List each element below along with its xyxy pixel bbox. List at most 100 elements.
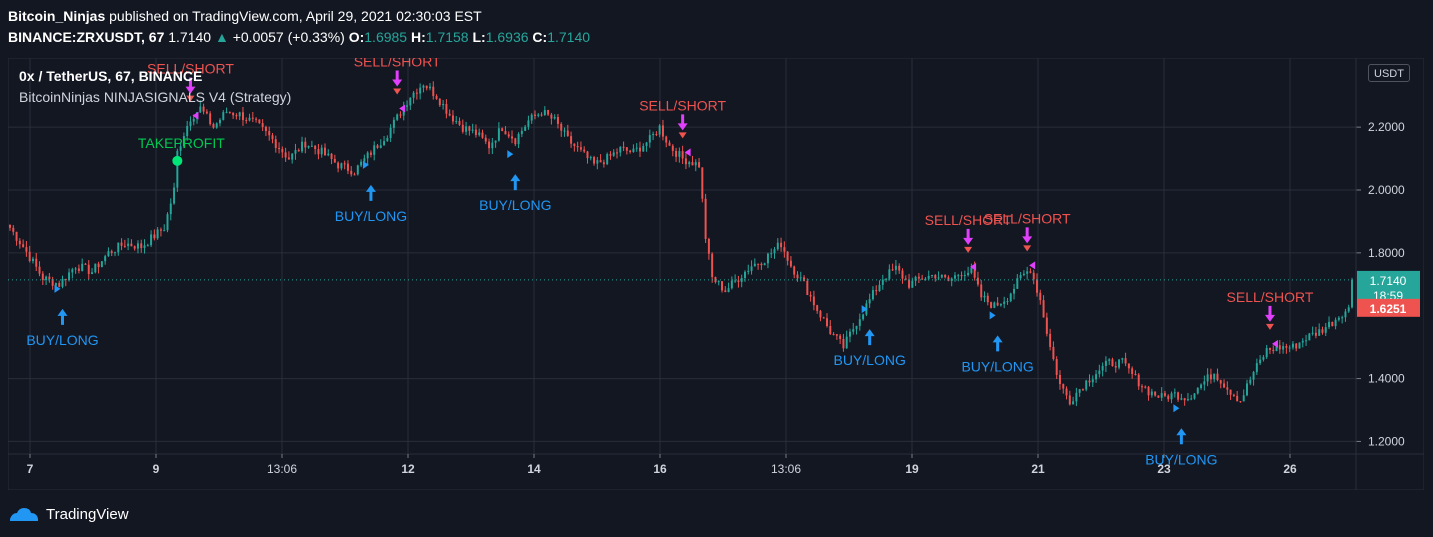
- candle-body: [845, 336, 848, 349]
- candle-body: [287, 157, 290, 160]
- sell-triangle-icon: [1265, 323, 1274, 330]
- time-tick-label: 14: [527, 462, 541, 476]
- candle-body: [970, 267, 973, 273]
- candle-body: [1039, 292, 1042, 301]
- chart-border: [8, 58, 1424, 490]
- candle-body: [429, 86, 431, 89]
- candle-body: [166, 214, 169, 231]
- candle-body: [1200, 384, 1203, 389]
- candle-body: [238, 112, 241, 117]
- candle-body: [232, 112, 235, 116]
- candle-body: [661, 125, 664, 137]
- candle-body: [1091, 379, 1094, 383]
- sell-short-label: SELL/SHORT: [1227, 289, 1314, 305]
- buy-arrow-icon: [510, 174, 521, 191]
- candle-body: [31, 258, 34, 262]
- buy-long-label: BUY/LONG: [479, 197, 551, 213]
- candle-body: [520, 130, 523, 135]
- candle-body: [1114, 365, 1117, 368]
- candle-body: [1275, 345, 1278, 352]
- candle-body: [901, 270, 904, 279]
- candle-body: [199, 106, 202, 113]
- candle-body: [45, 276, 48, 281]
- candle-body: [222, 112, 225, 120]
- candle-body: [327, 153, 330, 156]
- candle-body: [363, 158, 366, 162]
- candle-body: [130, 243, 133, 247]
- publisher-name[interactable]: Bitcoin_Ninjas: [8, 8, 106, 24]
- candle-body: [1242, 395, 1245, 402]
- candle-body: [868, 299, 871, 304]
- candle-body: [48, 276, 51, 280]
- candle-body: [727, 288, 730, 293]
- sell-short-label: SELL/SHORT: [984, 210, 1071, 226]
- candle-body: [740, 278, 743, 282]
- candle-body: [730, 280, 733, 289]
- candle-body: [980, 284, 983, 298]
- candle-body: [104, 256, 107, 262]
- candle-body: [310, 145, 313, 147]
- publish-line: Bitcoin_Ninjas published on TradingView.…: [8, 6, 590, 27]
- candle-body: [1163, 393, 1166, 396]
- candle-body: [494, 140, 497, 143]
- candle-body: [1177, 392, 1180, 400]
- candle-body: [120, 242, 123, 246]
- time-axis[interactable]: 7 9 13:06 12 14 16 13:06 19 21 23 26: [8, 453, 1424, 476]
- candle-body: [136, 243, 139, 249]
- candle-body: [891, 269, 894, 271]
- candle-body: [1196, 388, 1199, 394]
- candle-body: [547, 110, 550, 115]
- price-axis[interactable]: 2.20002.00001.80001.40001.20001.714018:5…: [1355, 58, 1420, 490]
- candle-body: [1344, 311, 1347, 318]
- candle-body: [550, 114, 553, 119]
- candle-body: [1252, 372, 1255, 380]
- time-tick-label: 12: [401, 462, 415, 476]
- candle-body: [812, 296, 815, 306]
- candle-body: [1137, 374, 1140, 387]
- candle-body: [983, 295, 986, 298]
- candle-body: [1160, 393, 1163, 398]
- candle-body: [1265, 348, 1268, 358]
- candle-body: [179, 146, 182, 151]
- indicator-price-badge[interactable]: [1357, 298, 1420, 317]
- price-tick-label: 2.2000: [1368, 120, 1405, 134]
- legend-indicator[interactable]: BitcoinNinjas NINJASIGNALS V4 (Strategy): [19, 89, 292, 105]
- candle-body: [1232, 394, 1235, 396]
- tradingview-logo-icon: [10, 508, 38, 521]
- candle-body: [1295, 343, 1298, 349]
- currency-badge[interactable]: USDT: [1368, 64, 1410, 82]
- candle-body: [419, 87, 422, 94]
- candle-body: [606, 154, 609, 165]
- candle-body: [799, 277, 802, 279]
- candle-body: [911, 280, 914, 288]
- candle-body: [589, 157, 592, 159]
- candle-body: [215, 123, 218, 128]
- candle-body: [1127, 363, 1130, 369]
- candle-body: [202, 106, 205, 112]
- price-chart[interactable]: BUY/LONG SELL/SHORT TAKEPROFIT BUY/LONG SELL…: [8, 58, 1424, 490]
- open-value: 1.6985: [364, 29, 408, 45]
- candle-body: [294, 150, 297, 154]
- candle-body: [501, 128, 504, 132]
- high-value: 1.7158: [425, 29, 469, 45]
- candle-body: [235, 115, 238, 117]
- sell-short-label: SELL/SHORT: [354, 58, 441, 69]
- candle-body: [1324, 327, 1327, 333]
- candle-body: [681, 151, 684, 159]
- candle-body: [1170, 393, 1173, 400]
- candle-body: [556, 117, 559, 124]
- candle-body: [58, 283, 61, 287]
- candle-body: [182, 136, 185, 147]
- time-tick-label: 7: [27, 462, 34, 476]
- sell-triangle-icon: [1023, 245, 1032, 252]
- candle-body: [619, 146, 622, 153]
- candle-body: [753, 263, 756, 267]
- candle-body: [596, 160, 599, 164]
- candle-body: [1006, 301, 1009, 303]
- candle-body: [711, 253, 714, 278]
- candle-body: [1111, 359, 1114, 366]
- candle-body: [445, 103, 448, 114]
- candle-body: [950, 278, 953, 281]
- footer-brand[interactable]: TradingView: [8, 502, 129, 526]
- candle-body: [858, 319, 861, 326]
